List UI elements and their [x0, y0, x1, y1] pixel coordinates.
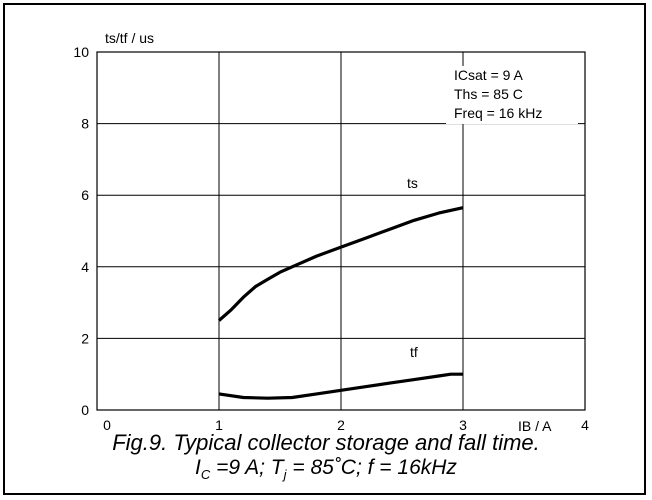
figure-frame: [3, 3, 646, 495]
x-tick-label: 3: [459, 417, 467, 433]
annotation-icsat: ICsat = 9 A: [454, 67, 524, 83]
figure-caption-title: Fig.9. Typical collector storage and fal…: [112, 430, 540, 455]
axis-ticks: 0 1 2 3 4 0 2 4 6 8 10: [73, 44, 589, 433]
series-line-tf: [218, 372, 463, 400]
y-tick-label: 8: [81, 116, 89, 132]
y-tick-label: 4: [81, 259, 89, 275]
caption-ic-rest: =9 A; T: [210, 456, 284, 479]
x-tick-label: 4: [581, 417, 589, 433]
x-tick-label: 1: [215, 417, 223, 433]
y-tick-label: 0: [81, 402, 89, 418]
figure-caption-conditions: IC =9 A; Tj = 85˚C; f = 16kHz: [0, 456, 652, 482]
annotation-box: [446, 66, 578, 124]
y-tick-label: 10: [73, 44, 89, 60]
annotation-freq: Freq = 16 kHz: [454, 105, 542, 121]
x-axis-label: IB / A: [518, 418, 552, 434]
caption-tj-rest: = 85˚C; f = 16kHz: [286, 456, 457, 479]
y-axis-label: ts/tf / us: [105, 30, 154, 46]
plot-border: [96, 51, 586, 411]
caption-ic: I: [195, 456, 201, 479]
series-group: [217, 206, 464, 400]
y-tick-label: 6: [81, 187, 89, 203]
series-label-ts: ts: [407, 175, 418, 191]
x-tick-label: 0: [103, 417, 111, 433]
x-tick-label: 2: [337, 417, 345, 433]
series-label-tf: tf: [410, 344, 418, 360]
y-tick-label: 2: [81, 330, 89, 346]
annotation-ths: Ths = 85 C: [454, 86, 523, 102]
caption-tj-sub: j: [283, 467, 287, 483]
grid: [97, 52, 585, 410]
series-line-ts: [217, 206, 464, 322]
caption-ic-sub: C: [200, 467, 211, 483]
